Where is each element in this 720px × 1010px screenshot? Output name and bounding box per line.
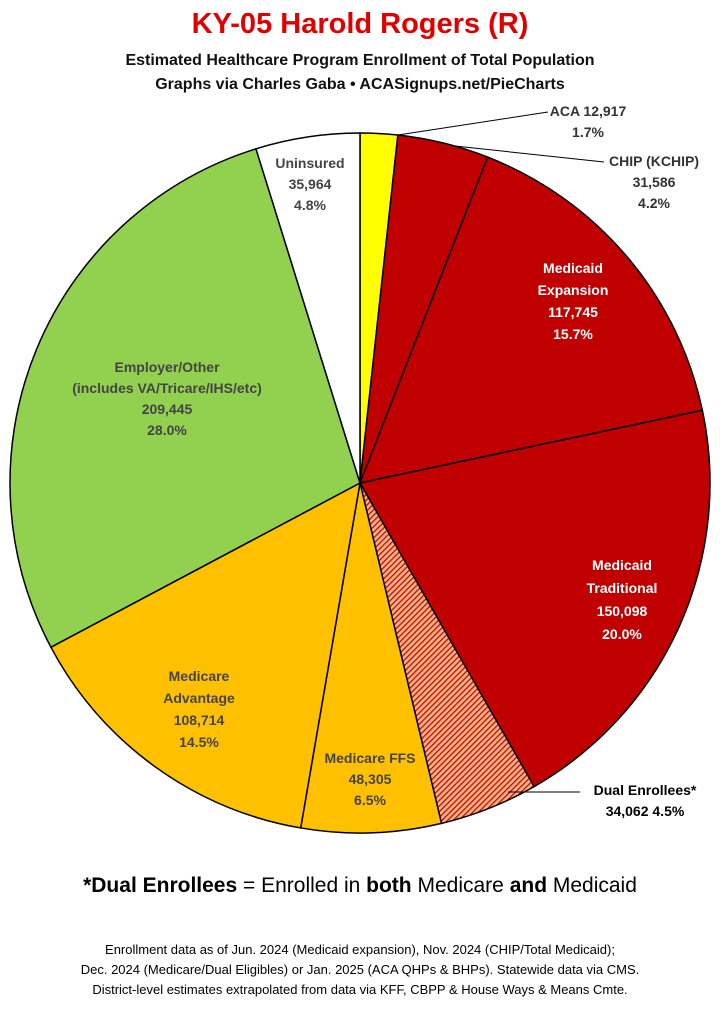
pie-slice-medicare-ffs: [299, 482, 443, 834]
slice-label: Medicare FFS 48,305 6.5%: [324, 750, 415, 808]
slice-label: Medicaid Expansion 117,745 15.7%: [538, 260, 609, 342]
pie-slice-medicaid-traditional: [358, 409, 711, 788]
chart-subtitle: Estimated Healthcare Program Enrollment …: [125, 52, 595, 69]
leader-line: [454, 145, 605, 163]
dual-enrollees-definition: *Dual Enrollees = Enrolled in both Medic…: [83, 874, 637, 897]
footnote-line-2: Dec. 2024 (Medicare/Dual Eligibles) or J…: [80, 962, 640, 977]
slice-label: Uninsured 35,964 4.8%: [275, 155, 344, 213]
pie-slice-medicaid-expansion: [358, 156, 704, 485]
pie-slice-employer-other: [9, 147, 361, 649]
slice-label: Medicaid Traditional 150,098 20.0%: [587, 557, 658, 642]
pie-chart: ACA 12,917 1.7%CHIP (KCHIP) 31,586 4.2%Medi…: [9, 103, 711, 834]
pie-slice-medicare-advantage: [49, 481, 361, 829]
leader-line: [397, 111, 549, 136]
slice-label: ACA 12,917 1.7%: [550, 103, 627, 140]
slice-label: Dual Enrollees* 34,062 4.5%: [594, 782, 697, 819]
slice-label: Employer/Other (includes VA/Tricare/IHS/e…: [72, 359, 262, 438]
slice-label: Medicare Advantage 108,714 14.5%: [163, 668, 235, 750]
footnote-line-1: Enrollment data as of Jun. 2024 (Medicai…: [105, 942, 615, 957]
chart-credit: Graphs via Charles Gaba • ACASignups.net…: [155, 76, 565, 93]
chart-title: KY-05 Harold Rogers (R): [191, 8, 529, 40]
definition-term: Dual Enrollees: [91, 874, 238, 897]
pie-slice-uninsured: [255, 132, 361, 484]
slice-label: CHIP (KCHIP) 31,586 4.2%: [609, 153, 699, 211]
footnote-line-3: District-level estimates extrapolated fr…: [92, 982, 628, 997]
